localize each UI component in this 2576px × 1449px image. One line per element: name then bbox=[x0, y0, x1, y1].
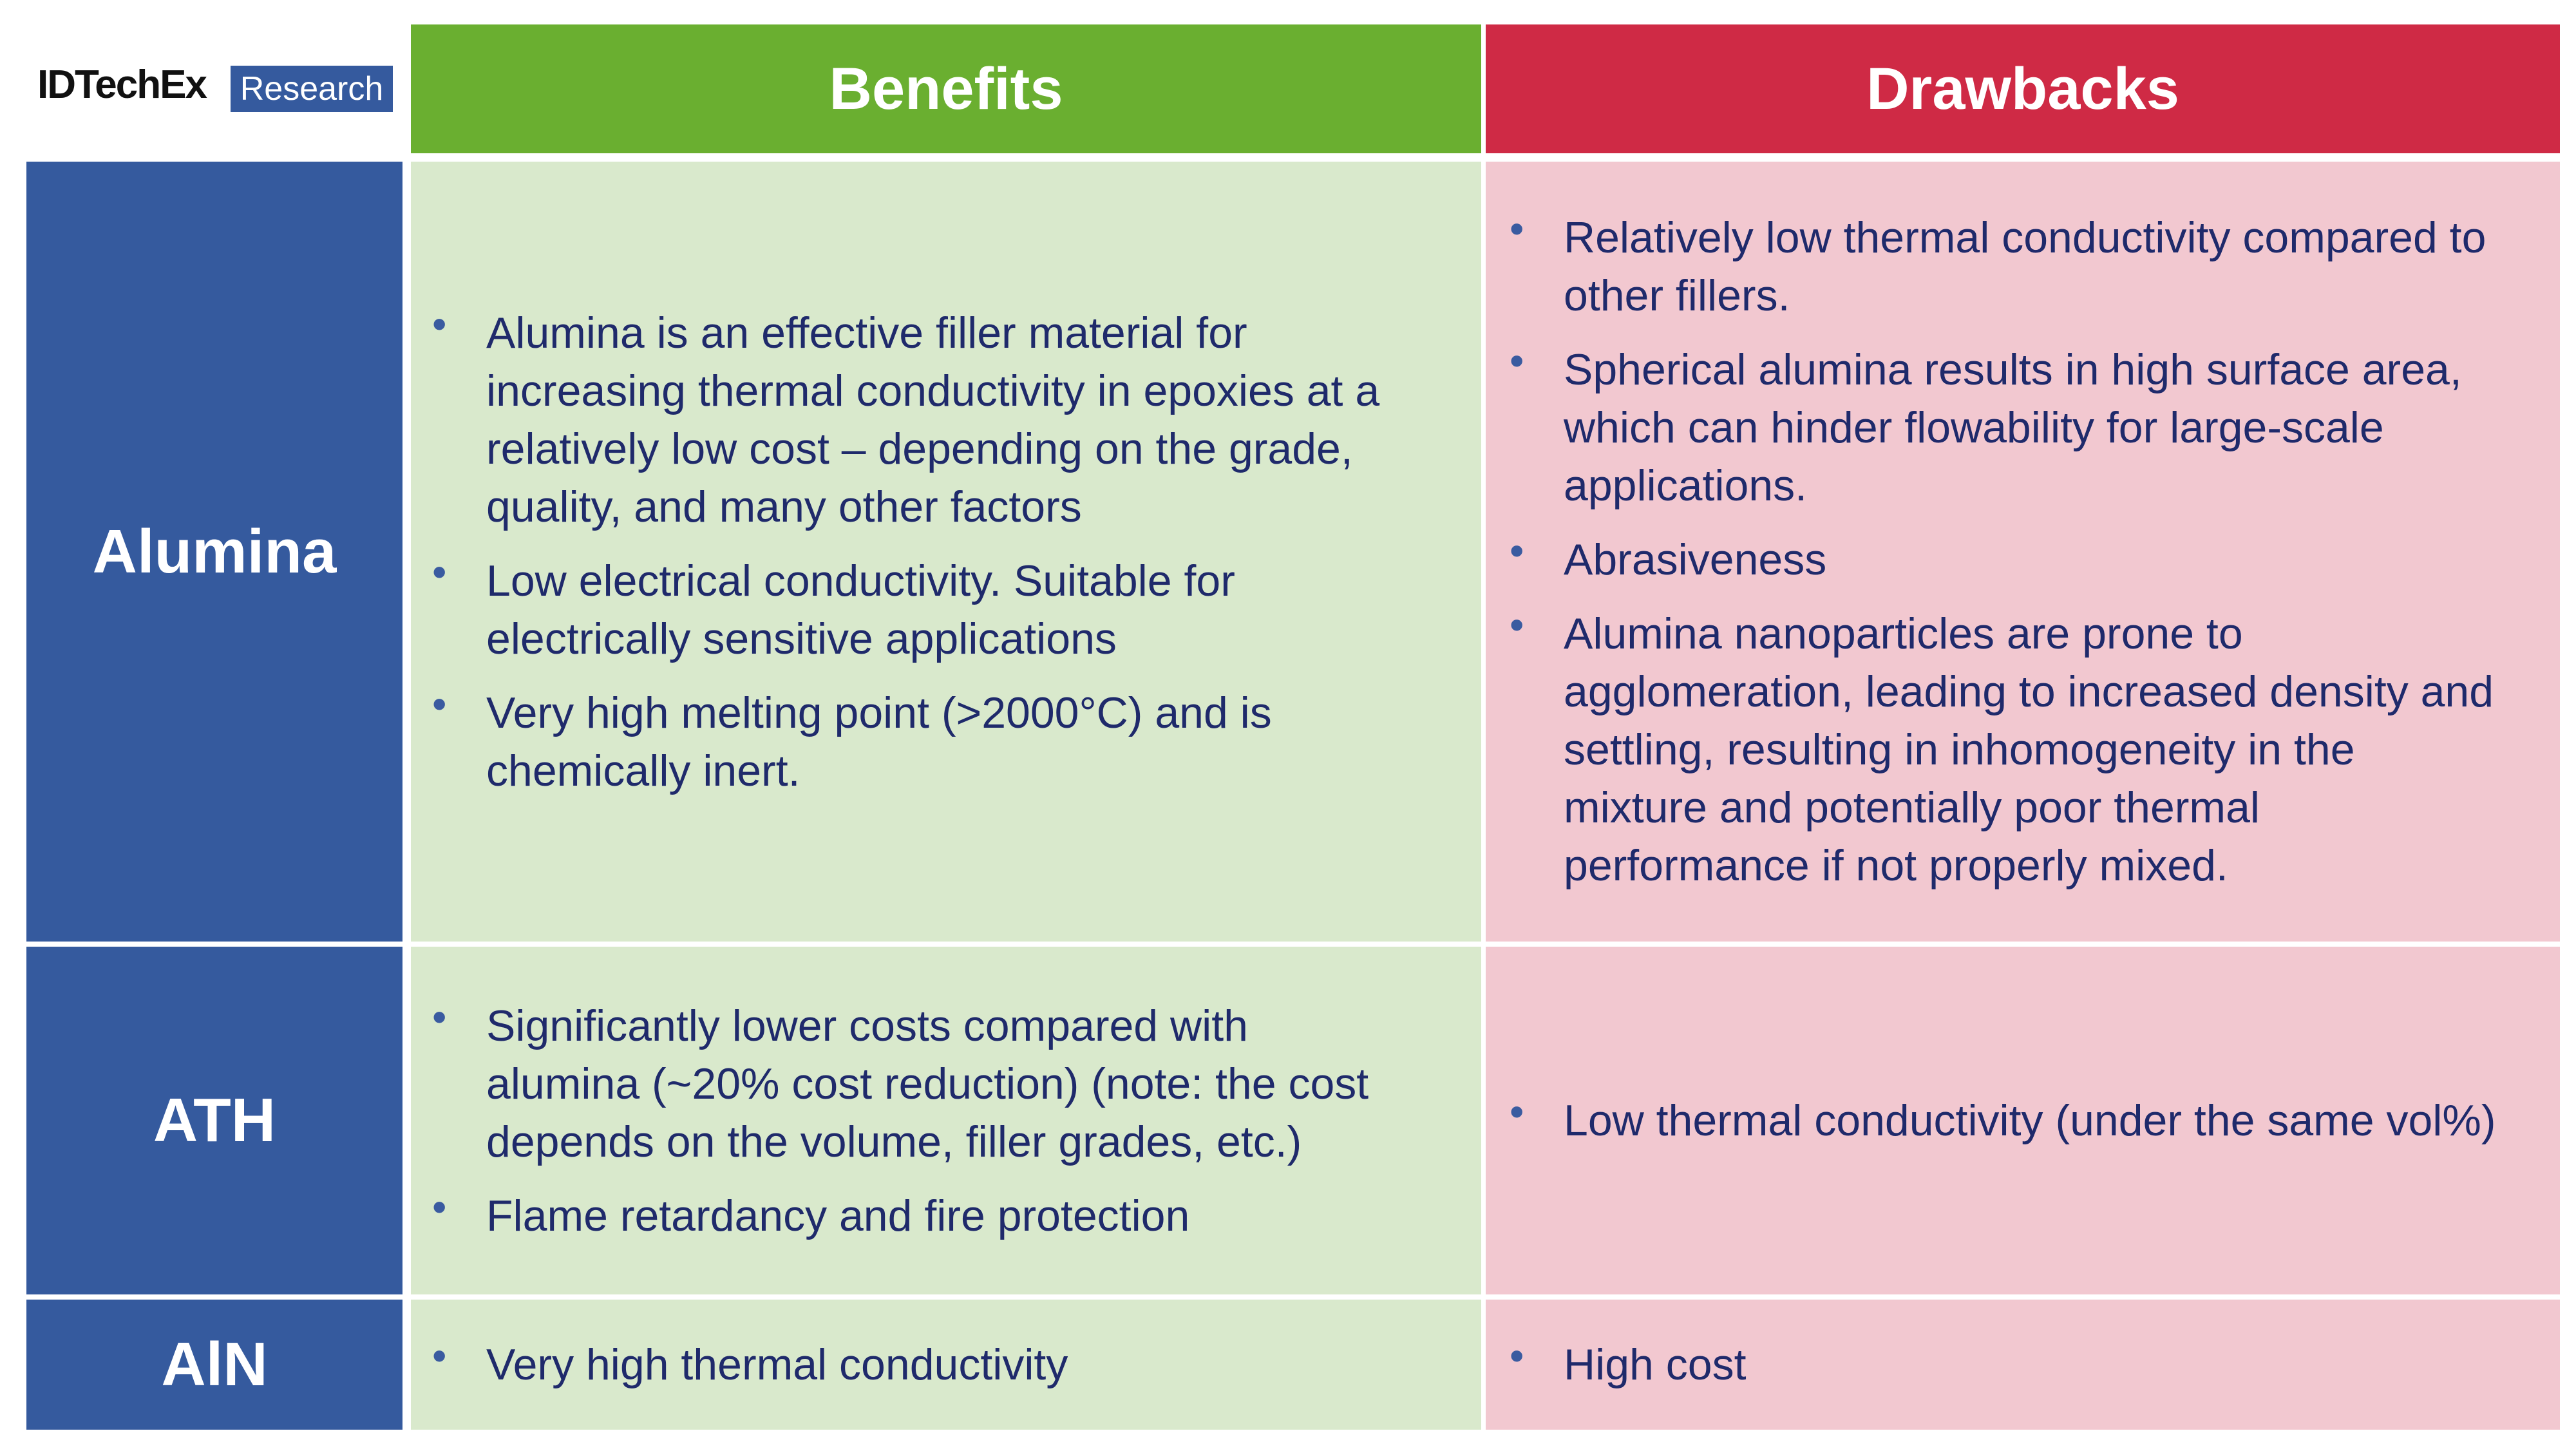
drawbacks-cell: High cost bbox=[1486, 1300, 2560, 1430]
benefits-item: Alumina is an effective filler material … bbox=[432, 295, 1410, 536]
column-header: Drawbacks bbox=[1486, 24, 2560, 153]
row-label-text: ATH bbox=[153, 1086, 276, 1155]
benefits-cell: Alumina is an effective filler material … bbox=[411, 162, 1481, 942]
drawbacks-list: Low thermal conductivity (under the same… bbox=[1510, 1083, 2496, 1150]
drawbacks-list: High cost bbox=[1510, 1327, 1747, 1394]
row-label: Alumina bbox=[26, 162, 402, 942]
benefits-item: Very high thermal conductivity bbox=[432, 1327, 1068, 1394]
drawbacks-list: Relatively low thermal conductivity comp… bbox=[1510, 200, 2502, 895]
drawbacks-cell: Relatively low thermal conductivity comp… bbox=[1486, 162, 2560, 942]
drawbacks-item: Alumina nanoparticles are prone to agglo… bbox=[1510, 596, 2502, 895]
benefits-item: Significantly lower costs compared with … bbox=[432, 988, 1410, 1171]
benefits-item: Flame retardancy and fire protection bbox=[432, 1178, 1410, 1245]
logo-tag: Research bbox=[231, 66, 393, 112]
row-label-text: Alumina bbox=[92, 516, 337, 586]
logo-brand: IDTechEx bbox=[37, 62, 207, 107]
drawbacks-item: Low thermal conductivity (under the same… bbox=[1510, 1083, 2496, 1150]
column-header: Benefits bbox=[411, 24, 1481, 153]
drawbacks-cell: Low thermal conductivity (under the same… bbox=[1486, 947, 2560, 1294]
drawbacks-item: Relatively low thermal conductivity comp… bbox=[1510, 200, 2502, 325]
row-label-text: AlN bbox=[161, 1330, 268, 1399]
benefits-item: Low electrical conductivity. Suitable fo… bbox=[432, 543, 1410, 668]
benefits-cell: Very high thermal conductivity bbox=[411, 1300, 1481, 1430]
drawbacks-item: High cost bbox=[1510, 1327, 1747, 1394]
benefits-list: Significantly lower costs compared with … bbox=[432, 988, 1410, 1245]
column-header-text: Benefits bbox=[829, 55, 1063, 122]
row-label: AlN bbox=[26, 1300, 402, 1430]
benefits-cell: Significantly lower costs compared with … bbox=[411, 947, 1481, 1294]
benefits-list: Alumina is an effective filler material … bbox=[432, 295, 1410, 800]
row-label: ATH bbox=[26, 947, 402, 1294]
benefits-list: Very high thermal conductivity bbox=[432, 1327, 1068, 1394]
drawbacks-item: Spherical alumina results in high surfac… bbox=[1510, 332, 2502, 515]
benefits-item: Very high melting point (>2000°C) and is… bbox=[432, 675, 1410, 800]
column-header-text: Drawbacks bbox=[1866, 55, 2179, 122]
drawbacks-item: Abrasiveness bbox=[1510, 522, 2502, 589]
